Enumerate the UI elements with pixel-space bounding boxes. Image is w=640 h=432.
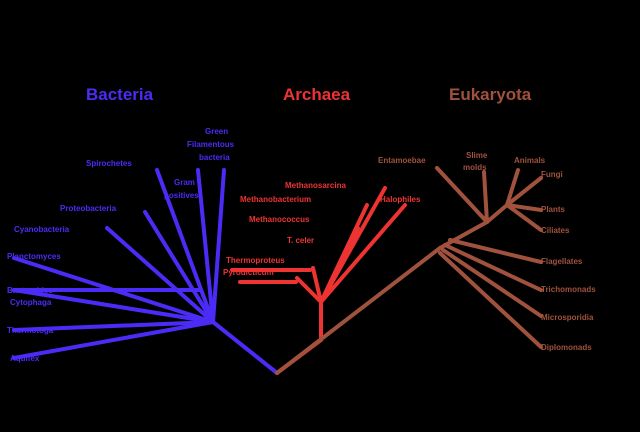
label-filamentous: Filamentous — [187, 140, 235, 149]
label-fungi: Fungi — [541, 170, 563, 179]
label-diplomonads: Diplomonads — [541, 343, 592, 352]
eukaryota-branches — [275, 166, 543, 375]
label-methanococcus: Methanococcus — [249, 215, 310, 224]
label-entamoebae: Entamoebae — [378, 156, 426, 165]
label-cyanobacteria: Cyanobacteria — [14, 225, 70, 234]
bacteria-branches — [12, 168, 279, 375]
label-trichomonads: Trichomonads — [541, 285, 596, 294]
label-bacteria-green: bacteria — [199, 153, 230, 162]
label-thermotoga: Thermotoga — [7, 326, 54, 335]
domain-title-eukaryota: Eukaryota — [449, 85, 532, 104]
label-spirochetes: Spirochetes — [86, 159, 132, 168]
label-gram: Gram — [174, 178, 195, 187]
label-planctomyces: Planctomyces — [7, 252, 61, 261]
domain-title-bacteria: Bacteria — [86, 85, 154, 104]
label-cytophaga: Cytophaga — [10, 298, 52, 307]
label-positives: positives — [164, 191, 199, 200]
label-plants: Plants — [541, 205, 566, 214]
label-thermoproteus: Thermoproteus — [226, 256, 285, 265]
label-animals: Animals — [514, 156, 546, 165]
label-aquifex: Aquifex — [10, 354, 40, 363]
label-pyrodicticum: Pyrodicticum — [223, 268, 274, 277]
label-halophiles: Halophiles — [380, 195, 421, 204]
label-methanosarcina: Methanosarcina — [285, 181, 346, 190]
label-green: Green — [205, 127, 229, 136]
label-molds: molds — [463, 163, 487, 172]
label-microsporidia: Microsporidia — [541, 313, 594, 322]
label-slime: Slime — [466, 151, 488, 160]
label-ciliates: Ciliates — [541, 226, 570, 235]
label-flagellates: Flagellates — [541, 257, 583, 266]
label-proteobacteria: Proteobacteria — [60, 204, 117, 213]
label-bacteroides: Bacteroides — [7, 286, 53, 295]
label-tceler: T. celer — [287, 236, 315, 245]
domain-title-archaea: Archaea — [283, 85, 351, 104]
label-methanobacterium: Methanobacterium — [240, 195, 312, 204]
